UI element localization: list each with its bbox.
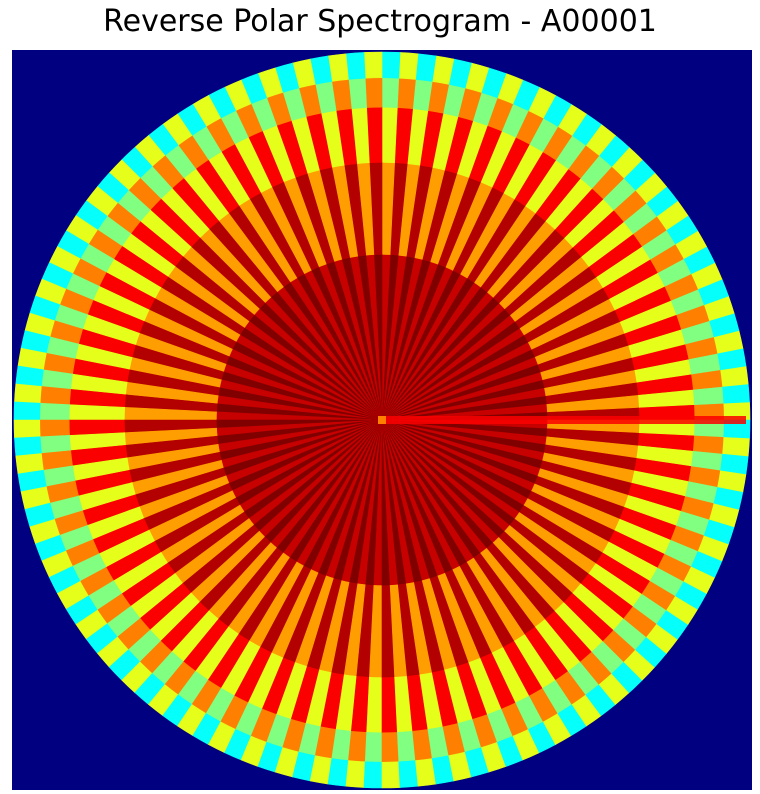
wedge-cell <box>13 419 41 439</box>
wedge-cell <box>720 453 749 475</box>
plot-area <box>12 50 752 790</box>
wedge-cell <box>39 419 70 438</box>
spectrogram-wedges <box>13 51 751 789</box>
wedge-cell <box>722 383 750 404</box>
wedge-cell <box>692 435 725 454</box>
horizontal-streak <box>378 416 746 424</box>
wedge-cell <box>39 402 70 421</box>
wedge-cell <box>381 761 401 789</box>
wedge-cell <box>381 77 400 108</box>
wedge-cell <box>15 365 44 387</box>
wedge-cell <box>415 53 437 82</box>
wedge-cell <box>364 732 383 763</box>
wedge-cell <box>381 732 400 763</box>
wedge-cell <box>345 52 366 80</box>
chart-title: Reverse Polar Spectrogram - A00001 <box>103 4 657 39</box>
wedge-cell <box>381 51 401 79</box>
wedge-cell <box>722 436 750 457</box>
wedge-cell <box>348 730 367 763</box>
polar-spectrogram-plot <box>12 50 752 790</box>
wedge-cell <box>381 106 398 164</box>
wedge-cell <box>398 760 419 788</box>
wedge-cell <box>366 676 383 734</box>
wedge-cell <box>398 52 419 80</box>
wedge-cell <box>14 383 42 404</box>
wedge-cell <box>327 758 349 787</box>
wedge-cell <box>363 761 383 789</box>
wedge-cell <box>39 386 72 405</box>
wedge-cell <box>345 760 366 788</box>
wedge-cell <box>68 404 126 421</box>
wedge-cell <box>14 436 42 457</box>
wedge-cell <box>397 77 416 110</box>
streak-mark <box>382 416 746 424</box>
wedge-cell <box>363 51 383 79</box>
wedge-cell <box>723 419 751 439</box>
center-mark <box>378 416 386 424</box>
wedge-cell <box>364 77 383 108</box>
wedge-cell <box>13 401 41 421</box>
